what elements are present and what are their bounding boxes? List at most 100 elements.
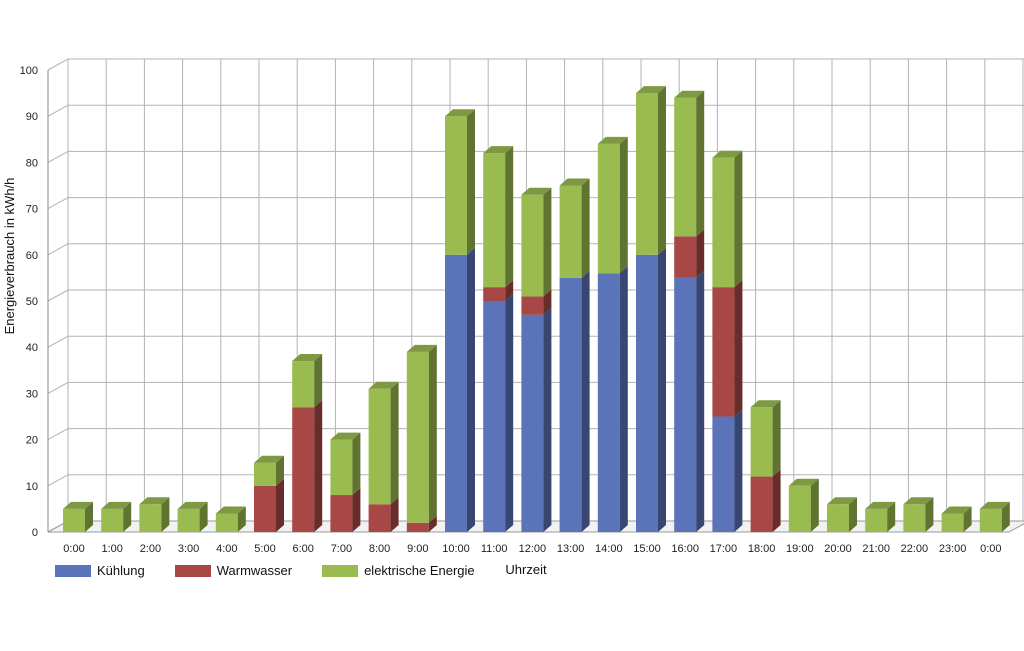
- bar-top: [750, 400, 781, 408]
- bar-segment-elektrische-energie: [865, 501, 896, 532]
- bar-side: [352, 432, 361, 496]
- x-tick-label: 23:00: [939, 543, 967, 555]
- bar-segment-k-hlung: [712, 409, 743, 532]
- bar-top: [368, 381, 399, 389]
- bar-top: [559, 178, 590, 186]
- bar-segment-elektrische-energie: [177, 501, 208, 532]
- bar-segment-elektrische-energie: [712, 150, 743, 288]
- bar-side: [85, 501, 93, 532]
- bar-side: [696, 270, 705, 532]
- bar-side: [505, 294, 514, 532]
- x-tick-label: 4:00: [216, 543, 237, 555]
- bar-side: [428, 515, 437, 532]
- bar-segment-elektrische-energie: [597, 136, 628, 274]
- bar-side: [696, 90, 705, 237]
- x-tick-label: 0:00: [63, 543, 84, 555]
- x-tick-label: 22:00: [901, 543, 929, 555]
- bar-side: [619, 136, 628, 274]
- bar-side: [276, 478, 284, 532]
- bar-front: [636, 93, 658, 255]
- bar-side: [543, 187, 552, 297]
- legend-label-elektrische-energie: elektrische Energie: [364, 563, 475, 578]
- bar-segment-elektrische-energie: [788, 478, 819, 532]
- bar-segment-warmwasser: [483, 280, 514, 301]
- grid-line-depth: [47, 335, 69, 348]
- legend-item-kuehlung: Kühlung: [55, 563, 145, 578]
- legend-swatch-elektrische-energie: [322, 564, 359, 577]
- y-axis-ticks: 0 10 20 30 40 50 60 70 80 90 100: [20, 65, 38, 539]
- bar-side: [467, 109, 475, 255]
- x-axis-ticks: 0:00 1:00 2:00 3:00 4:00 5:00 6:00 7:00 8:00 9:00…: [63, 543, 1001, 555]
- x-tick-label: 10:00: [442, 543, 470, 555]
- bar-segment-elektrische-energie: [521, 187, 552, 297]
- bar-top: [483, 146, 514, 154]
- bar-segment-k-hlung: [445, 247, 475, 533]
- bar-side: [658, 247, 666, 533]
- bar-side: [772, 469, 781, 532]
- y-tick-label: 90: [26, 111, 38, 123]
- x-tick-label: 9:00: [407, 543, 428, 555]
- legend-item-warmwasser: Warmwasser: [174, 563, 292, 578]
- chart-bars: [63, 86, 1010, 533]
- bar-segment-elektrische-energie: [483, 146, 514, 288]
- y-tick-label: 10: [26, 481, 38, 493]
- x-tick-label: 21:00: [862, 543, 890, 555]
- bar-top: [788, 478, 819, 486]
- bar-front: [483, 287, 506, 301]
- bar-side: [352, 488, 361, 532]
- grid-line-depth: [47, 243, 69, 256]
- bar-segment-k-hlung: [559, 270, 590, 532]
- x-tick-label: 6:00: [292, 543, 313, 555]
- bar-side: [276, 455, 284, 486]
- bar-front: [521, 194, 544, 297]
- bar-front: [674, 97, 697, 237]
- bar-top: [521, 187, 552, 195]
- bar-segment-elektrische-energie: [750, 400, 781, 477]
- bar-top: [63, 501, 93, 509]
- grid-line-depth: [47, 197, 69, 210]
- bar-front: [712, 157, 735, 288]
- bar-front: [483, 153, 506, 288]
- x-tick-label: 18:00: [748, 543, 776, 555]
- bar-segment-warmwasser: [750, 469, 781, 532]
- bar-front: [406, 351, 429, 523]
- y-tick-label: 100: [20, 65, 38, 77]
- bar-side: [658, 86, 666, 255]
- x-tick-label: 2:00: [140, 543, 161, 555]
- grid-line-depth: [47, 150, 69, 163]
- bar-side: [849, 497, 857, 532]
- bar-side: [925, 497, 934, 532]
- x-tick-label: 13:00: [557, 543, 585, 555]
- bar-front: [712, 416, 735, 532]
- bar-front: [445, 254, 467, 533]
- bar-segment-warmwasser: [712, 280, 743, 417]
- bar-front: [521, 314, 544, 532]
- bar-front: [215, 513, 238, 532]
- bar-segment-elektrische-energie: [674, 90, 705, 237]
- bar-side: [390, 381, 399, 505]
- bar-front: [750, 476, 773, 532]
- x-tick-label: 8:00: [369, 543, 390, 555]
- bar-top: [254, 455, 284, 463]
- bar-side: [543, 307, 552, 532]
- bar-top: [597, 136, 628, 144]
- bar-side: [505, 280, 514, 301]
- bar-side: [237, 506, 246, 532]
- bar-top: [941, 506, 972, 514]
- bar-front: [368, 388, 391, 505]
- bar-segment-elektrische-energie: [406, 344, 437, 523]
- x-tick-label: 0:00: [980, 543, 1001, 555]
- y-axis-title: Energieverbrauch in kWh/h: [2, 178, 17, 335]
- x-tick-label: 20:00: [824, 543, 852, 555]
- bar-side: [810, 478, 819, 532]
- bar-top: [215, 506, 246, 514]
- bar-top: [406, 344, 437, 352]
- bar-side: [428, 344, 437, 523]
- bar-front: [865, 508, 888, 532]
- bar-segment-elektrische-energie: [979, 501, 1010, 532]
- bar-top: [712, 150, 743, 158]
- bar-side: [123, 501, 132, 532]
- y-tick-label: 80: [26, 157, 38, 169]
- y-tick-label: 0: [32, 527, 38, 539]
- legend-swatch-warmwasser: [174, 564, 211, 577]
